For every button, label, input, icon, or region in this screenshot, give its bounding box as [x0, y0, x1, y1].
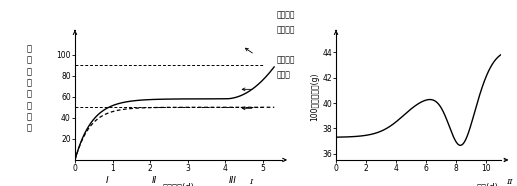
Text: 鲜: 鲜: [27, 44, 32, 53]
Text: 重: 重: [27, 56, 32, 65]
Text: 百: 百: [27, 101, 32, 110]
Text: I: I: [105, 176, 108, 185]
Y-axis label: 100粒种子干重(g): 100粒种子干重(g): [310, 73, 320, 121]
Text: 死种子: 死种子: [277, 70, 291, 79]
Text: I: I: [249, 178, 252, 186]
Text: 的: 的: [27, 90, 32, 99]
Text: 形态变化: 形态变化: [277, 25, 295, 34]
Text: III: III: [229, 176, 237, 185]
Text: II: II: [506, 178, 512, 186]
Text: 分: 分: [27, 113, 32, 121]
Text: 萌发时间(d): 萌发时间(d): [162, 183, 194, 186]
Text: II: II: [151, 176, 157, 185]
Text: 增: 增: [27, 67, 32, 76]
Text: 加: 加: [27, 78, 32, 87]
Text: 时间(d): 时间(d): [477, 183, 498, 186]
Text: 萌发种子: 萌发种子: [277, 10, 295, 19]
Text: 比: 比: [27, 124, 32, 133]
Text: 萌发种子: 萌发种子: [277, 55, 295, 64]
